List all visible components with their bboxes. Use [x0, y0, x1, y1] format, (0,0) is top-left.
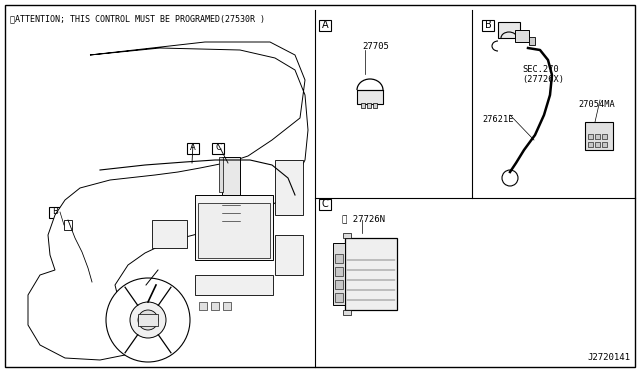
Bar — [219, 157, 223, 192]
Bar — [222, 157, 240, 195]
Bar — [585, 122, 613, 150]
Text: SEC.270: SEC.270 — [522, 65, 559, 74]
Bar — [319, 19, 331, 31]
Text: A: A — [190, 144, 196, 153]
Text: B: B — [52, 208, 58, 217]
Bar — [319, 199, 331, 209]
Bar — [361, 103, 365, 108]
Bar — [199, 302, 207, 310]
Bar — [138, 314, 158, 326]
Bar — [482, 19, 494, 31]
Bar — [515, 30, 529, 42]
Text: 27621E: 27621E — [482, 115, 513, 124]
Bar — [588, 142, 593, 147]
Bar — [343, 233, 351, 238]
Bar — [529, 37, 535, 45]
Text: 27705: 27705 — [362, 42, 389, 51]
Text: 27054MA: 27054MA — [578, 100, 615, 109]
Bar — [602, 134, 607, 139]
Bar — [223, 302, 231, 310]
Bar — [373, 103, 377, 108]
Text: ※ 27726N: ※ 27726N — [342, 214, 385, 223]
Bar — [275, 160, 303, 215]
Bar — [357, 90, 383, 104]
Bar — [335, 280, 343, 289]
Polygon shape — [28, 42, 308, 360]
Bar — [335, 267, 343, 276]
Bar — [602, 142, 607, 147]
Circle shape — [106, 278, 190, 362]
Circle shape — [502, 170, 518, 186]
Bar — [343, 310, 351, 315]
Bar — [275, 235, 303, 275]
Bar — [595, 142, 600, 147]
Bar — [212, 142, 224, 154]
Text: ※ATTENTION; THIS CONTROL MUST BE PROGRAMED(27530R ): ※ATTENTION; THIS CONTROL MUST BE PROGRAM… — [10, 14, 265, 23]
Text: C: C — [322, 199, 328, 209]
Bar — [187, 142, 199, 154]
Bar — [367, 103, 371, 108]
Bar — [64, 220, 72, 230]
Circle shape — [138, 310, 158, 330]
Bar — [345, 238, 397, 310]
Bar — [49, 206, 61, 218]
Text: C: C — [215, 144, 221, 153]
Bar — [335, 293, 343, 302]
Bar — [335, 254, 343, 263]
Circle shape — [130, 302, 166, 338]
Text: J2720141: J2720141 — [587, 353, 630, 362]
Bar — [195, 195, 273, 260]
Bar — [333, 243, 345, 305]
Text: (27726X): (27726X) — [522, 75, 564, 84]
Bar — [588, 134, 593, 139]
Bar — [152, 220, 187, 248]
Text: A: A — [322, 20, 328, 30]
Bar — [195, 275, 273, 295]
Bar — [595, 134, 600, 139]
Bar — [498, 22, 520, 38]
Bar — [211, 302, 219, 310]
Text: B: B — [484, 20, 492, 30]
Bar — [198, 203, 270, 258]
